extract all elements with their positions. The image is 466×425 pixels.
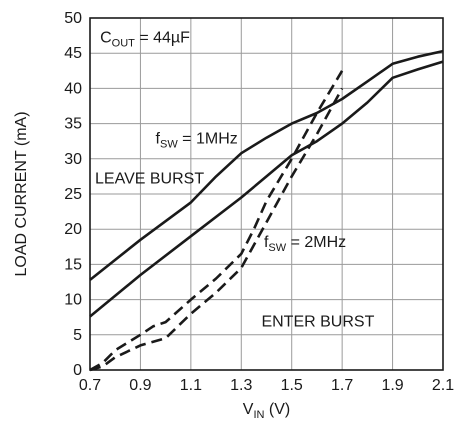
y-axis-label: LOAD CURRENT (mA) xyxy=(13,111,30,276)
y-tick-label: 45 xyxy=(64,45,82,62)
y-tick-labels: 0 5 10 15 20 25 30 35 40 45 50 xyxy=(64,10,82,379)
x-tick-label: 1.5 xyxy=(281,377,303,394)
series-group xyxy=(89,49,444,372)
annotations: COUT = 44µF fSW = 1MHz LEAVE BURST fSW = 2M… xyxy=(95,30,375,331)
y-tick-label: 25 xyxy=(64,186,82,203)
y-tick-label: 15 xyxy=(64,256,82,273)
y-tick-label: 35 xyxy=(64,116,82,133)
x-tick-labels: 0.7 0.9 1.1 1.3 1.5 1.7 1.9 2.1 xyxy=(79,377,454,394)
x-tick-label: 0.9 xyxy=(129,377,151,394)
x-tick-label: 1.3 xyxy=(230,377,252,394)
x-tick-label: 2.1 xyxy=(432,377,454,394)
annotation-5: ENTER BURST xyxy=(261,313,374,330)
y-tick-label: 50 xyxy=(64,10,82,27)
y-tick-label: 40 xyxy=(64,80,82,97)
annotation-4: fSW = 2MHz xyxy=(264,234,346,254)
y-tick-label: 0 xyxy=(73,362,82,379)
plot-frame xyxy=(89,17,444,371)
y-tick-label: 10 xyxy=(64,292,82,309)
series-line-4 xyxy=(89,87,344,372)
x-tick-label: 0.7 xyxy=(79,377,101,394)
series-line-3 xyxy=(89,70,344,372)
x-tick-label: 1.7 xyxy=(331,377,353,394)
x-axis-label: VIN (V) xyxy=(243,401,290,421)
annotation-2: fSW = 1MHz xyxy=(156,130,238,150)
series-line-2 xyxy=(89,60,444,318)
annotation-1: COUT = 44µF xyxy=(100,30,190,50)
y-tick-label: 5 xyxy=(73,327,82,344)
x-tick-label: 1.1 xyxy=(180,377,202,394)
series-line-1 xyxy=(89,49,444,281)
y-tick-label: 30 xyxy=(64,151,82,168)
annotation-3: LEAVE BURST xyxy=(95,170,204,187)
y-tick-label: 20 xyxy=(64,221,82,238)
x-tick-label: 1.9 xyxy=(381,377,403,394)
